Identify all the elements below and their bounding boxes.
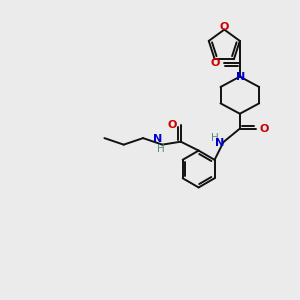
- Text: N: N: [153, 134, 162, 144]
- Text: O: O: [220, 22, 229, 32]
- Text: H: H: [211, 134, 218, 143]
- Text: N: N: [236, 72, 245, 82]
- Text: N: N: [215, 139, 225, 148]
- Text: H: H: [157, 144, 165, 154]
- Text: O: O: [211, 58, 220, 68]
- Text: O: O: [260, 124, 269, 134]
- Text: O: O: [168, 120, 177, 130]
